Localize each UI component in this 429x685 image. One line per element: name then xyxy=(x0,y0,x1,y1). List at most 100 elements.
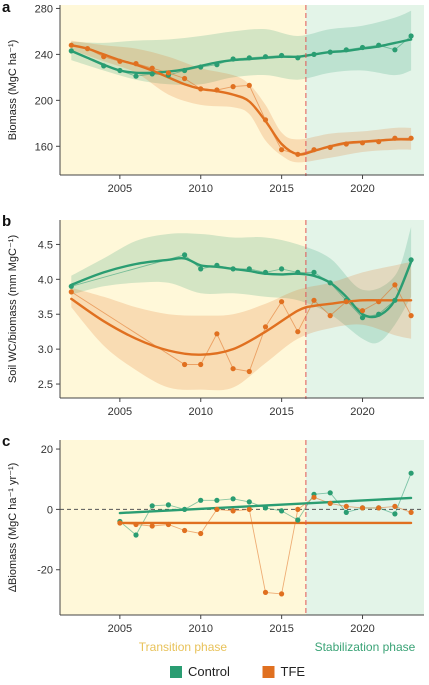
data-point-tfe xyxy=(359,308,366,314)
x-tick-label: 2015 xyxy=(269,623,293,635)
data-point-tfe xyxy=(295,506,301,512)
data-point-control xyxy=(279,266,285,272)
data-point-tfe xyxy=(408,509,414,515)
data-point-control xyxy=(392,297,398,303)
data-point-control xyxy=(165,502,171,508)
legend-swatch-control xyxy=(170,666,182,678)
data-point-control xyxy=(279,508,285,514)
data-point-tfe xyxy=(327,313,333,319)
panel-letter: a xyxy=(2,0,11,16)
data-point-tfe xyxy=(279,147,285,153)
data-point-tfe xyxy=(408,135,414,141)
data-point-tfe xyxy=(376,505,382,511)
panel-c: -20 0 20 2005 2010 2015 2020 ΔBiomass (MgC ha⁻¹… xyxy=(2,433,424,654)
data-point-control xyxy=(295,517,301,523)
data-point-tfe xyxy=(295,329,301,335)
data-point-tfe xyxy=(279,591,285,597)
data-point-control xyxy=(408,470,414,476)
data-point-tfe xyxy=(214,87,220,93)
data-point-control xyxy=(133,532,139,538)
data-point-control xyxy=(295,269,301,275)
data-point-tfe xyxy=(343,141,349,147)
y-tick-label: 280 xyxy=(35,3,53,15)
data-point-tfe xyxy=(182,361,188,368)
data-point-control xyxy=(311,269,317,275)
y-tick-label: 3.0 xyxy=(38,344,53,356)
y-tick-label: 240 xyxy=(35,49,53,61)
data-point-control xyxy=(359,315,366,321)
panel-a: 160 200 240 280 2005 2010 2015 2020 Biomass (MgC… xyxy=(2,0,424,195)
data-point-control xyxy=(327,49,333,55)
panel-letter: c xyxy=(2,433,10,450)
trend-line-control xyxy=(70,38,413,75)
data-point-tfe xyxy=(68,289,74,295)
data-point-control xyxy=(392,511,398,517)
data-point-tfe xyxy=(262,117,269,123)
x-tick-label: 2005 xyxy=(108,406,132,418)
data-point-tfe xyxy=(392,503,398,509)
data-point-tfe xyxy=(262,589,269,596)
data-point-tfe xyxy=(295,151,301,157)
data-point-tfe xyxy=(117,520,123,526)
data-point-tfe xyxy=(101,54,107,60)
data-point-tfe xyxy=(246,506,252,512)
legend-label-control: Control xyxy=(188,664,230,679)
y-tick-label: 0 xyxy=(47,504,53,516)
data-point-tfe xyxy=(359,505,366,511)
data-point-control xyxy=(149,71,155,77)
y-tick-label: 200 xyxy=(35,95,53,107)
data-point-tfe xyxy=(230,366,236,372)
stabilization-phase-label: Stabilization phase xyxy=(315,640,416,654)
data-point-control xyxy=(198,497,204,503)
data-point-control xyxy=(182,67,188,74)
x-tick-label: 2020 xyxy=(350,406,374,418)
data-point-tfe xyxy=(311,494,317,500)
y-tick-label: 160 xyxy=(35,141,53,153)
data-point-control xyxy=(101,63,107,69)
data-point-control xyxy=(133,73,139,79)
y-tick-label: 2.5 xyxy=(38,379,53,391)
data-point-tfe xyxy=(149,65,155,71)
data-point-control xyxy=(182,506,188,512)
data-point-control xyxy=(295,55,301,61)
data-point-control xyxy=(214,497,220,503)
data-point-tfe xyxy=(198,361,204,368)
data-point-tfe xyxy=(246,368,252,375)
data-point-tfe xyxy=(343,503,349,509)
data-point-tfe xyxy=(376,139,382,145)
data-point-control xyxy=(246,499,252,505)
data-point-tfe xyxy=(198,530,204,537)
data-point-control xyxy=(246,55,252,61)
data-point-control xyxy=(68,48,74,54)
data-point-tfe xyxy=(133,61,139,67)
legend-swatch-tfe xyxy=(262,666,275,678)
data-point-control xyxy=(230,56,236,62)
data-point-tfe xyxy=(133,521,139,528)
data-point-tfe xyxy=(376,299,382,305)
y-tick-label: -20 xyxy=(37,565,53,577)
data-point-control xyxy=(214,62,220,68)
transition-phase-label: Transition phase xyxy=(139,640,228,654)
data-point-control xyxy=(262,54,269,60)
data-point-tfe xyxy=(149,523,155,529)
stabilization-phase-background xyxy=(305,440,424,615)
y-axis-title: ΔBiomass (MgC ha⁻¹ yr⁻¹) xyxy=(7,463,19,593)
confidence-band-tfe xyxy=(71,261,412,391)
confidence-band-control xyxy=(71,10,412,85)
panel-b: 2.5 3.0 3.5 4.0 4.5 2005 2010 2015 2020 Soil WC/b… xyxy=(2,213,424,418)
data-point-tfe xyxy=(182,75,188,82)
data-point-control xyxy=(376,42,382,48)
x-tick-label: 2015 xyxy=(269,406,293,418)
data-point-control xyxy=(198,266,204,272)
data-point-control xyxy=(246,266,252,272)
data-point-tfe xyxy=(214,506,220,512)
x-tick-label: 2020 xyxy=(350,183,374,195)
data-point-tfe xyxy=(182,527,188,534)
data-point-control xyxy=(343,47,349,53)
data-point-tfe xyxy=(359,140,366,146)
legend: Control TFE xyxy=(170,664,305,679)
data-point-control xyxy=(214,262,220,268)
data-point-control xyxy=(68,283,74,289)
trend-line-tfe xyxy=(70,44,413,156)
